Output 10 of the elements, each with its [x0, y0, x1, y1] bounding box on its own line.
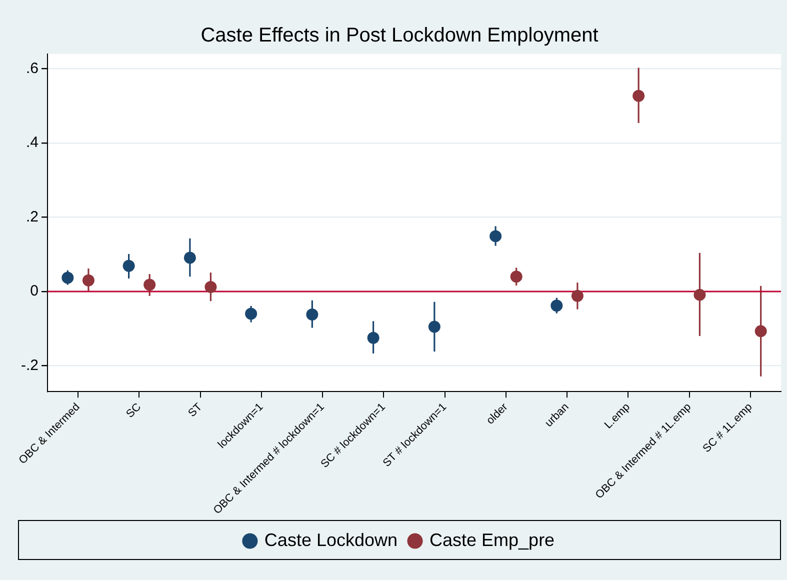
- y-tick-label: 0: [30, 282, 39, 300]
- chart-title: Caste Effects in Post Lockdown Employment: [200, 24, 599, 47]
- y-tick-label: .6: [26, 60, 39, 77]
- y-tick-label: .4: [26, 134, 39, 152]
- x-tick-label: ST: [186, 400, 205, 420]
- legend-label: Caste Emp_pre: [430, 530, 555, 550]
- legend-label: Caste Lockdown: [264, 530, 398, 550]
- y-tick-label: -.2: [20, 356, 39, 374]
- x-tick-label: SC: [124, 401, 144, 420]
- y-tick-label: .2: [26, 208, 39, 226]
